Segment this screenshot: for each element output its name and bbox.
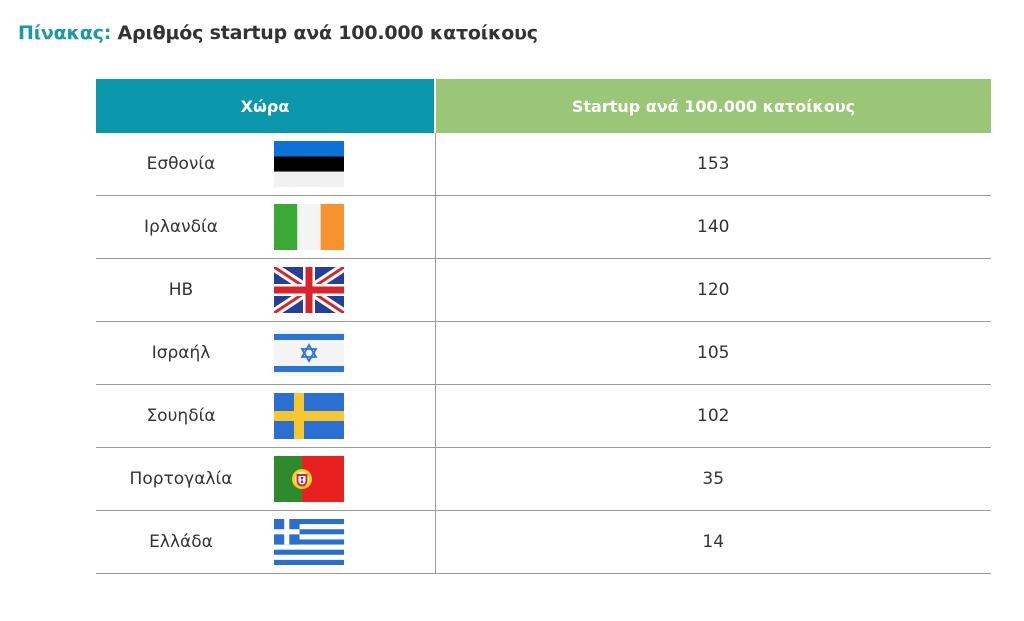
table-row: Ιρλανδία 140	[96, 195, 991, 259]
country-name: Ισραήλ	[151, 343, 211, 363]
country-name: Ελλάδα	[149, 532, 213, 552]
country-name: Εσθονία	[146, 154, 216, 174]
title-label: Πίνακας:	[18, 22, 112, 44]
header-country: Χώρα	[96, 79, 435, 133]
table-header-row: Χώρα Startup ανά 100.000 κατοίκους	[96, 79, 991, 133]
uk-flag-icon	[274, 267, 344, 313]
country-cell: Ελλάδα	[96, 510, 435, 574]
sweden-flag-icon	[274, 393, 344, 439]
table-row: Ισραήλ 105	[96, 321, 991, 385]
startup-value: 105	[434, 321, 991, 385]
country-cell: Εσθονία	[96, 133, 435, 196]
title-text: Αριθμός startup ανά 100.000 κατοίκους	[117, 22, 538, 44]
startup-value: 102	[434, 384, 991, 448]
country-name: Σουηδία	[146, 406, 216, 426]
israel-flag-icon	[274, 330, 344, 376]
greece-flag-icon	[274, 519, 344, 565]
table-row: Πορτογαλία 35	[96, 447, 991, 511]
page-title: Πίνακας: Αριθμός startup ανά 100.000 κατ…	[18, 22, 538, 44]
startups-table: Χώρα Startup ανά 100.000 κατοίκους Εσθον…	[96, 79, 991, 574]
country-cell: Πορτογαλία	[96, 447, 435, 511]
country-name: ΗΒ	[168, 280, 194, 300]
table-row: Ελλάδα 14	[96, 510, 991, 574]
startup-value: 140	[434, 195, 991, 259]
startup-value: 35	[434, 447, 991, 511]
country-name: Ιρλανδία	[144, 217, 218, 237]
ireland-flag-icon	[274, 204, 344, 250]
startup-value: 120	[434, 258, 991, 322]
table-row: Εσθονία 153	[96, 133, 991, 196]
portugal-flag-icon	[274, 456, 344, 502]
startup-value: 153	[434, 133, 991, 196]
country-cell: Ιρλανδία	[96, 195, 435, 259]
country-cell: ΗΒ	[96, 258, 435, 322]
startup-value: 14	[434, 510, 991, 574]
table-row: Σουηδία 102	[96, 384, 991, 448]
estonia-flag-icon	[274, 141, 344, 187]
header-startups: Startup ανά 100.000 κατοίκους	[434, 79, 991, 133]
country-cell: Σουηδία	[96, 384, 435, 448]
country-cell: Ισραήλ	[96, 321, 435, 385]
country-name: Πορτογαλία	[129, 469, 233, 489]
table-row: ΗΒ 120	[96, 258, 991, 322]
